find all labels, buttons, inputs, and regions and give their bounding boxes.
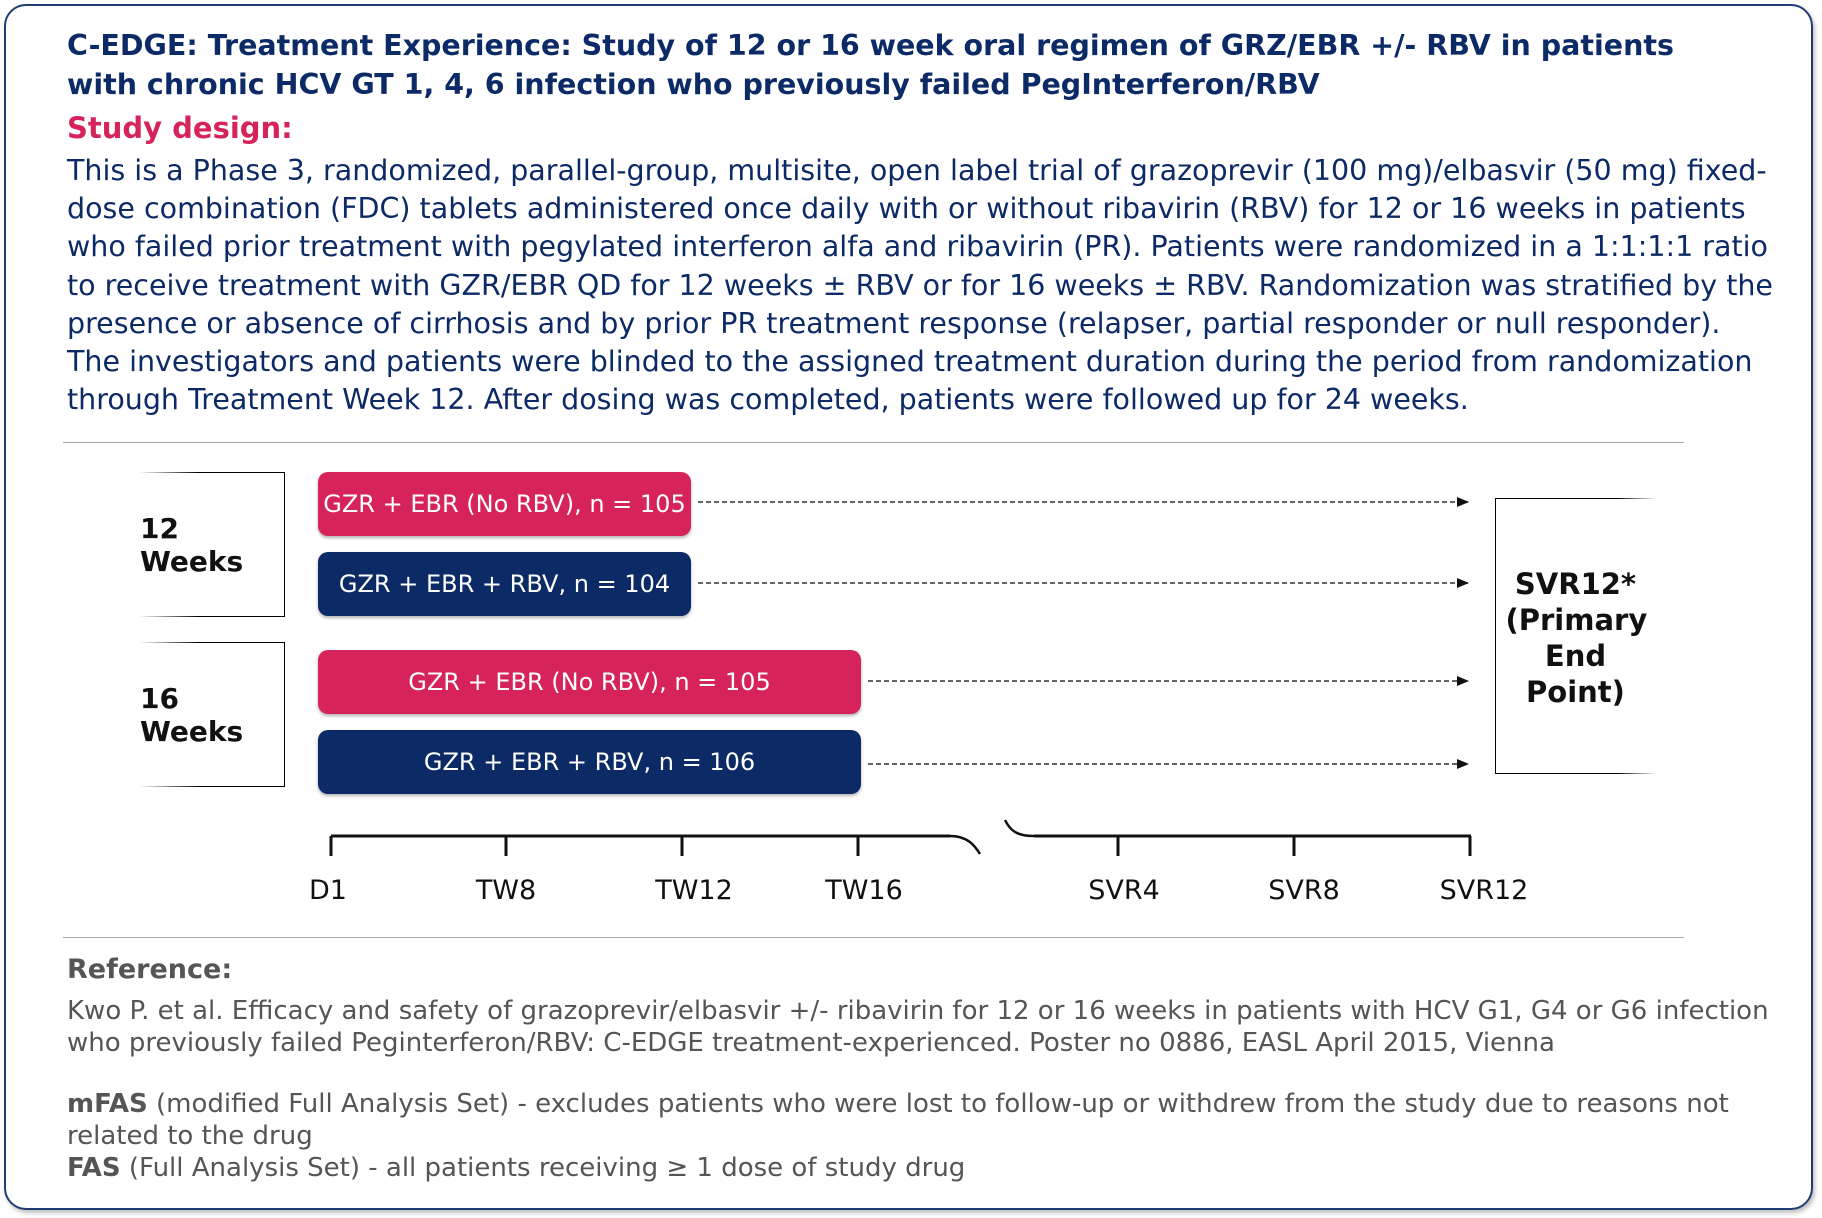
definition-term: FAS: [67, 1153, 121, 1183]
arm-label: GZR + EBR + RBV, n = 104: [338, 570, 671, 598]
definition-term: mFAS: [67, 1089, 148, 1119]
definition-fas: FAS (Full Analysis Set) - all patients r…: [67, 1152, 1787, 1184]
study-design-paragraph-1: This is a Phase 3, randomized, parallel-…: [67, 154, 1773, 340]
timeline-tick-label-svr12: SVR12: [1440, 875, 1529, 906]
definitions: mFAS (modified Full Analysis Set) - excl…: [67, 1088, 1787, 1184]
timeline-tick-label-tw8: TW8: [475, 875, 536, 906]
slide-title: C-EDGE: Treatment Experience: Study of 1…: [67, 29, 1674, 101]
endpoint-line-3: End: [1544, 639, 1607, 673]
study-design-paragraph-2: The investigators and patients were blin…: [67, 345, 1753, 417]
arm-bar-12w-no-rbv: GZR + EBR (No RBV), n = 105: [318, 472, 691, 536]
endpoint-line-2: (Primary: [1505, 603, 1648, 637]
timeline-tick-label-svr4: SVR4: [1088, 875, 1160, 906]
divider-top: [63, 442, 1684, 443]
definition-text: (modified Full Analysis Set) - excludes …: [67, 1089, 1729, 1151]
primary-endpoint-box: SVR12* (Primary End Point): [1495, 497, 1657, 775]
study-design-heading: Study design:: [67, 111, 293, 145]
timeline-tick-label-tw12: TW12: [654, 875, 733, 906]
arm-label: GZR + EBR (No RBV), n = 105: [408, 668, 771, 696]
timeline-tick-label-svr8: SVR8: [1268, 875, 1340, 906]
group-12-weeks: 12 Weeks: [139, 471, 285, 618]
axis-break-right: [1003, 819, 1035, 838]
arm-bar-12w-rbv: GZR + EBR + RBV, n = 104: [318, 552, 691, 616]
divider-bottom: [63, 937, 1684, 938]
group-label-16-weeks: 16 Weeks: [140, 681, 244, 748]
group-16-weeks: 16 Weeks: [139, 641, 285, 788]
arm-label: GZR + EBR + RBV, n = 106: [423, 748, 756, 776]
timeline-tick-label-d1: D1: [309, 875, 347, 906]
reference-citation: Kwo P. et al. Efficacy and safety of gra…: [67, 996, 1769, 1058]
reference-heading: Reference:: [67, 954, 233, 985]
study-design-text: This is a Phase 3, randomized, parallel-…: [67, 152, 1787, 419]
axis-break-left: [949, 834, 982, 855]
definition-mfas: mFAS (modified Full Analysis Set) - excl…: [67, 1088, 1787, 1152]
group-label-12-weeks: 12 Weeks: [140, 511, 244, 578]
endpoint-line-1: SVR12*: [1514, 567, 1637, 601]
definition-text: (Full Analysis Set) - all patients recei…: [120, 1153, 966, 1183]
endpoint-line-4: Point): [1526, 675, 1625, 709]
timeline-tick-label-tw16: TW16: [824, 875, 903, 906]
arm-bar-16w-rbv: GZR + EBR + RBV, n = 106: [318, 730, 861, 794]
slide-frame: [4, 4, 1813, 1210]
arm-label: GZR + EBR (No RBV), n = 105: [323, 490, 686, 518]
arm-bar-16w-no-rbv: GZR + EBR (No RBV), n = 105: [318, 650, 861, 714]
